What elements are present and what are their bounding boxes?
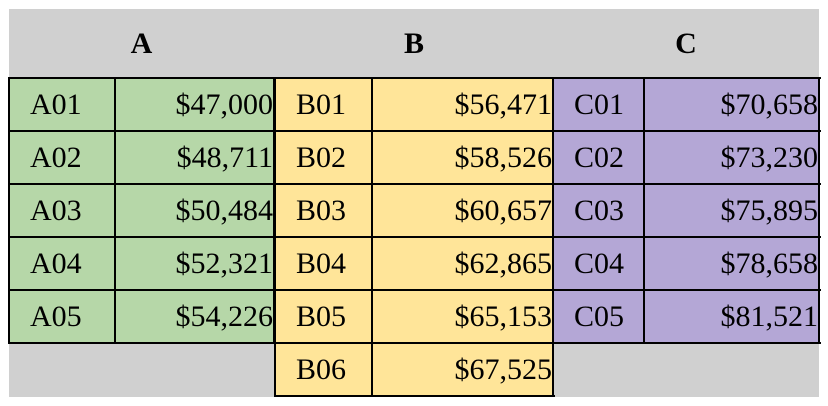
- cell-amount: $58,526: [372, 131, 553, 184]
- cell-amount: $47,000: [115, 78, 274, 131]
- row-divider: [9, 130, 276, 132]
- column-divider: [643, 77, 645, 344]
- cell-code: C03: [553, 184, 644, 237]
- cell-code: B03: [275, 184, 372, 237]
- row-divider: [9, 77, 276, 79]
- row-divider: [275, 77, 555, 79]
- cell-code: B06: [275, 343, 372, 396]
- cell-amount: $81,521: [644, 290, 819, 343]
- cell-amount: $65,153: [372, 290, 553, 343]
- row-divider: [9, 183, 276, 185]
- cell-amount: $54,226: [115, 290, 274, 343]
- cell-code: A01: [9, 78, 115, 131]
- cell-code: B02: [275, 131, 372, 184]
- column-divider: [818, 77, 820, 344]
- row-divider: [275, 130, 555, 132]
- row-divider: [275, 289, 555, 291]
- cell-amount: $48,711: [115, 131, 274, 184]
- cell-amount: $70,658: [644, 78, 819, 131]
- column-divider: [8, 77, 10, 344]
- cell-amount: $60,657: [372, 184, 553, 237]
- row-divider: [275, 395, 555, 397]
- row-divider: [9, 289, 276, 291]
- cell-amount: $67,525: [372, 343, 553, 396]
- cell-amount: $56,471: [372, 78, 553, 131]
- cell-code: C04: [553, 237, 644, 290]
- column-divider: [114, 77, 116, 344]
- row-divider: [275, 236, 555, 238]
- row-divider: [275, 183, 555, 185]
- cell-amount: $62,865: [372, 237, 553, 290]
- cell-amount: $75,895: [644, 184, 819, 237]
- group-header-a: A: [130, 27, 153, 60]
- cell-code: B04: [275, 237, 372, 290]
- column-divider: [274, 77, 276, 397]
- row-divider: [275, 342, 555, 344]
- cell-code: C01: [553, 78, 644, 131]
- salary-grid-table: A B C A01 $47,000 A02 $48,711 A03 $50,484 A04 $52…: [8, 9, 821, 397]
- row-divider: [553, 77, 821, 79]
- cell-code: C05: [553, 290, 644, 343]
- cell-amount: $52,321: [115, 237, 274, 290]
- column-divider: [371, 77, 373, 397]
- group-header-b: B: [403, 27, 424, 60]
- cell-amount: $78,658: [644, 237, 819, 290]
- row-divider: [9, 342, 276, 344]
- cell-code: B01: [275, 78, 372, 131]
- cell-code: A03: [9, 184, 115, 237]
- row-divider: [553, 183, 821, 185]
- cell-amount: $73,230: [644, 131, 819, 184]
- row-divider: [9, 236, 276, 238]
- cell-code: A04: [9, 237, 115, 290]
- row-divider: [553, 342, 821, 344]
- group-header-c: C: [675, 27, 697, 60]
- cell-code: A02: [9, 131, 115, 184]
- cell-code: C02: [553, 131, 644, 184]
- cell-code: B05: [275, 290, 372, 343]
- row-divider: [553, 130, 821, 132]
- cell-code: A05: [9, 290, 115, 343]
- column-divider: [552, 77, 554, 344]
- row-divider: [553, 236, 821, 238]
- row-divider: [553, 289, 821, 291]
- cell-amount: $50,484: [115, 184, 274, 237]
